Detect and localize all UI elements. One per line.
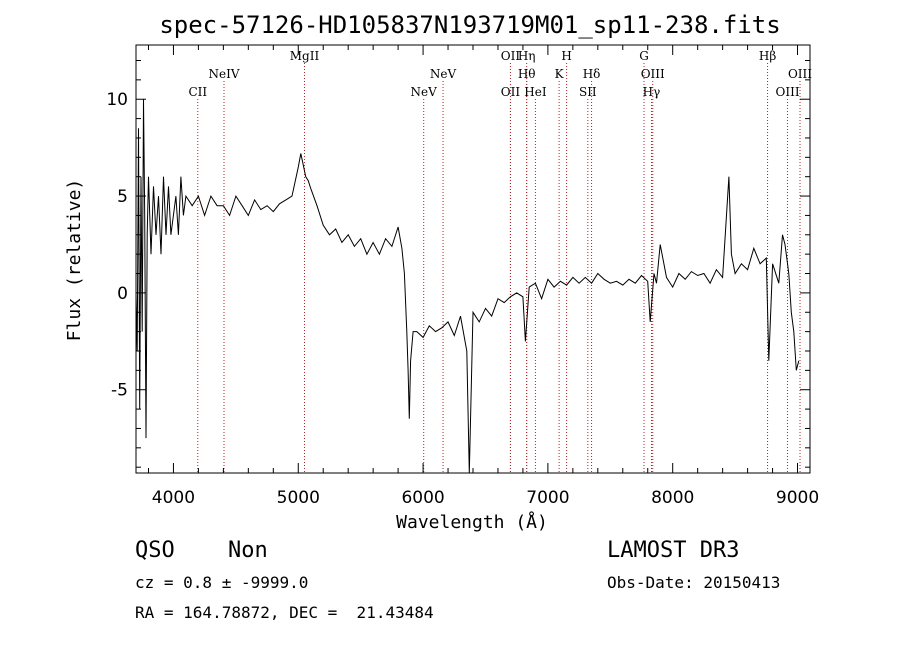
redshift-cz: cz = 0.8 ± -9999.0 [135,573,309,592]
plot-frame [135,44,811,474]
emission-line-label: OIII [788,67,812,81]
emission-line-label: K [555,67,565,81]
y-axis-label: Flux (relative) [64,179,85,342]
x-tick-label: 7000 [526,488,569,508]
emission-line-label: H [561,49,571,63]
emission-line-label: NeV [430,67,457,81]
x-tick-label: 8000 [651,488,694,508]
emission-line-label: OII [501,85,521,99]
emission-line-label: CII [188,85,207,99]
axis-ticks: 4000 5000 6000 7000 8000 9000 -5 0 5 10 [106,45,819,508]
survey-name: LAMOST DR3 [607,538,740,563]
emission-line-label: Hγ [643,85,661,99]
y-tick-label: -5 [111,381,128,401]
emission-line-label: SII [579,85,597,99]
object-subclass: Non [228,538,268,563]
emission-line-label: NeIV [208,67,239,81]
emission-line-label: Hδ [583,67,601,81]
emission-line-label: OIII [776,85,800,99]
chart-title: spec-57126-HD105837N193719M01_sp11-238.f… [159,11,780,39]
spectrum-line [135,99,800,474]
emission-line-label: G [639,49,649,63]
y-tick-label: 10 [106,90,128,110]
emission-line-label: Hβ [759,49,776,63]
emission-line-label: OII [501,49,521,63]
observation-date: Obs-Date: 20150413 [607,573,781,592]
y-tick-label: 0 [117,284,128,304]
emission-line-label: MgII [290,49,320,63]
emission-line-label: NeV [411,85,438,99]
emission-line-label: Hθ [518,67,536,81]
object-class: QSO [135,538,175,563]
ra-dec: RA = 164.78872, DEC = 21.43484 [135,603,434,622]
x-tick-label: 9000 [776,488,819,508]
x-tick-label: 5000 [277,488,320,508]
y-tick-label: 5 [117,187,128,207]
emission-line-label: Hη [518,49,536,63]
x-tick-label: 4000 [152,488,195,508]
emission-line-label: HeI [524,85,547,99]
emission-line-markers [197,63,801,473]
x-axis-label: Wavelength (Å) [396,511,548,533]
x-tick-label: 6000 [401,488,444,508]
emission-line-label: OIII [641,67,665,81]
